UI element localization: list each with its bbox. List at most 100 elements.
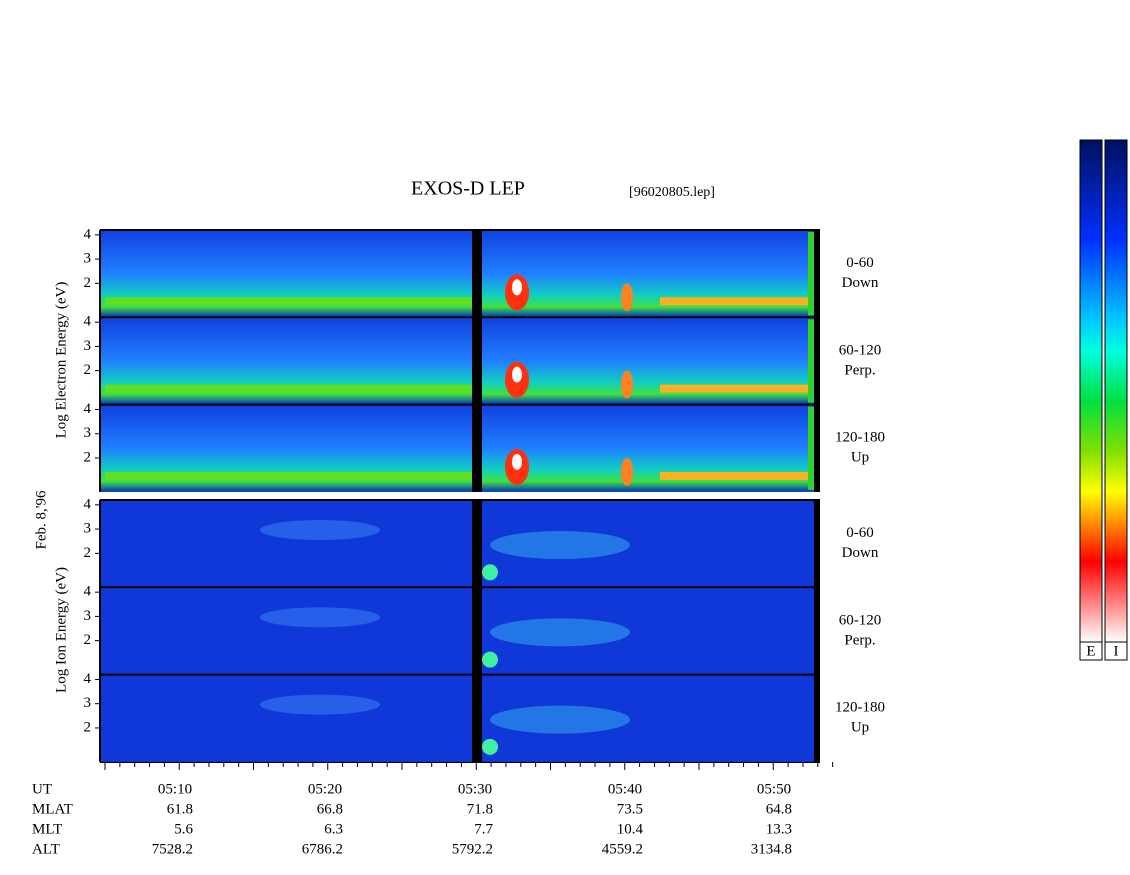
data-gap	[814, 674, 820, 762]
panel-direction: Perp.	[844, 362, 875, 378]
ephemeris-value: 5792.2	[452, 841, 493, 857]
y-tick-label: 3	[84, 425, 92, 441]
spectrogram-band	[660, 471, 808, 480]
ephemeris-value: 73.5	[617, 801, 643, 817]
spectrogram-feature	[490, 618, 630, 647]
spectrogram-peak	[621, 457, 633, 486]
ephemeris-value: 66.8	[317, 801, 343, 817]
spectrogram-edge	[808, 319, 814, 403]
spectrogram-peak	[512, 453, 522, 470]
data-gap	[472, 500, 482, 588]
ephemeris-value: 05:40	[608, 781, 642, 797]
spectrogram-peak	[621, 283, 633, 312]
panel-direction: Up	[851, 720, 869, 736]
data-gap	[472, 404, 482, 492]
y-tick-label: 3	[84, 608, 92, 624]
panel-range: 120-180	[835, 430, 885, 446]
ephemeris-row-label: UT	[32, 781, 52, 797]
y-tick-label: 3	[84, 338, 92, 354]
y-tick-label: 4	[84, 671, 92, 687]
y-tick-label: 2	[84, 275, 92, 291]
y-tick-label: 4	[84, 496, 92, 512]
data-gap	[472, 317, 482, 405]
spectrogram-band	[105, 471, 475, 480]
colorbar-box	[1104, 641, 1128, 661]
spectrogram-peak	[512, 366, 522, 383]
title: EXOS-D LEP	[411, 178, 525, 200]
colorbar	[1104, 139, 1128, 643]
panel-direction: Down	[842, 275, 879, 291]
spectrogram-edge	[808, 406, 814, 490]
data-gap	[472, 587, 482, 675]
spectrogram-feature	[260, 694, 380, 715]
ion-axis-label: Log Ion Energy (eV)	[53, 567, 69, 693]
colorbar-label: E	[1086, 643, 1095, 659]
spectrogram-feature	[482, 651, 498, 668]
ephemeris-value: 05:30	[458, 781, 492, 797]
data-gap	[814, 317, 820, 405]
ephemeris-value: 3134.8	[751, 841, 792, 857]
data-gap	[814, 500, 820, 588]
spectrogram-feature	[490, 531, 630, 559]
ephemeris-value: 64.8	[766, 801, 792, 817]
spectrogram-band	[660, 297, 808, 306]
y-tick-label: 3	[84, 695, 92, 711]
y-tick-label: 2	[84, 719, 92, 735]
spectrogram-band	[660, 384, 808, 393]
ephemeris-value: 05:20	[308, 781, 342, 797]
y-tick-label: 3	[84, 521, 92, 537]
spectrogram	[100, 674, 820, 762]
y-tick-label: 4	[84, 401, 92, 417]
ephemeris-value: 4559.2	[602, 841, 643, 857]
spectrogram-peak	[621, 370, 633, 399]
spectrogram	[100, 587, 820, 675]
data-gap	[472, 230, 482, 318]
panel-direction: Up	[851, 450, 869, 466]
ephemeris-value: 05:50	[757, 781, 791, 797]
colorbar	[1079, 139, 1103, 643]
electron-axis-label: Log Electron Energy (eV)	[53, 282, 69, 439]
ephemeris-value: 6786.2	[302, 841, 343, 857]
ephemeris-value: 6.3	[324, 821, 343, 837]
ephemeris-value: 13.3	[766, 821, 792, 837]
data-gap	[814, 404, 820, 492]
y-tick-label: 2	[84, 362, 92, 378]
spectrogram-feature	[490, 705, 630, 734]
spectrogram-feature	[260, 607, 380, 628]
spectrogram-feature	[482, 564, 498, 581]
spectrogram-band	[105, 297, 475, 306]
y-tick-label: 2	[84, 632, 92, 648]
panel-range: 120-180	[835, 700, 885, 716]
ephemeris-value: 10.4	[617, 821, 644, 837]
ephemeris-row-label: MLAT	[32, 801, 73, 817]
ephemeris-value: 61.8	[167, 801, 193, 817]
ephemeris-value: 7.7	[474, 821, 493, 837]
panel-range: 60-120	[839, 342, 882, 358]
ephemeris-row-label: ALT	[32, 841, 60, 857]
ephemeris-value: 5.6	[174, 821, 193, 837]
spectrogram-peak	[512, 279, 522, 296]
panel-direction: Perp.	[844, 632, 875, 648]
spectrogram-band	[105, 384, 475, 393]
colorbar-box	[1079, 641, 1103, 661]
spectrogram-feature	[482, 738, 498, 755]
ephemeris-value: 7528.2	[152, 841, 193, 857]
spectrogram	[100, 500, 820, 588]
y-tick-label: 3	[84, 251, 92, 267]
y-tick-label: 2	[84, 545, 92, 561]
ephemeris-row-label: MLT	[32, 821, 62, 837]
spectrogram-feature	[260, 520, 380, 540]
ephemeris-value: 05:10	[158, 781, 192, 797]
panel-range: 0-60	[846, 525, 874, 541]
file-label: [96020805.lep]	[629, 185, 715, 200]
panel-range: 60-120	[839, 612, 882, 628]
y-tick-label: 4	[84, 314, 92, 330]
colorbar-label: I	[1114, 643, 1119, 659]
y-tick-label: 4	[84, 226, 92, 242]
data-gap	[814, 587, 820, 675]
y-tick-label: 4	[84, 584, 92, 600]
spectrogram-edge	[808, 232, 814, 316]
data-gap	[472, 674, 482, 762]
y-tick-label: 2	[84, 449, 92, 465]
